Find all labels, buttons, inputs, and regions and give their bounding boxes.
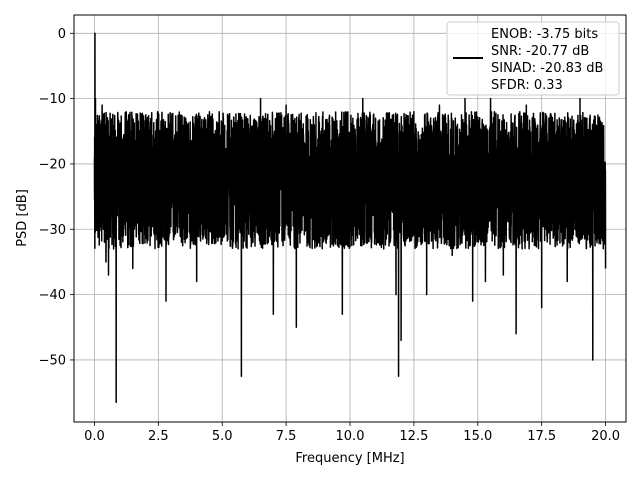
x-tick-label: 2.5: [148, 429, 169, 444]
legend-sfdr: SFDR: 0.33: [491, 78, 563, 93]
x-tick-label: 5.0: [212, 429, 233, 444]
y-tick-label: −40: [39, 288, 66, 303]
x-tick-label: 7.5: [276, 429, 297, 444]
legend-enob: ENOB: -3.75 bits: [491, 27, 598, 42]
plot-area: [93, 32, 607, 404]
x-tick-label: 10.0: [336, 429, 365, 444]
y-tick-label: −10: [39, 92, 66, 107]
x-tick-label: 0.0: [84, 429, 105, 444]
y-tick-label: 0: [58, 27, 66, 42]
x-tick-label: 12.5: [399, 429, 428, 444]
x-axis-label: Frequency [MHz]: [295, 451, 404, 466]
x-tick-label: 20.0: [591, 429, 620, 444]
y-tick-label: −20: [39, 157, 66, 172]
x-tick-label: 17.5: [527, 429, 556, 444]
psd-series-line: [93, 32, 607, 404]
y-axis-ticks: 0 −10 −20 −30 −40 −50: [39, 27, 74, 368]
y-axis-label: PSD [dB]: [15, 189, 30, 247]
legend: ENOB: -3.75 bits SNR: -20.77 dB SINAD: -…: [446, 21, 620, 96]
y-tick-label: −30: [39, 223, 66, 238]
legend-sinad: SINAD: -20.83 dB: [491, 61, 603, 76]
x-axis-ticks: 0.0 2.5 5.0 7.5 10.0 12.5 15.0 17.5 20.0: [84, 422, 620, 444]
legend-snr: SNR: -20.77 dB: [491, 44, 589, 59]
legend-box: [446, 21, 620, 96]
x-tick-label: 15.0: [463, 429, 492, 444]
y-tick-label: −50: [39, 353, 66, 368]
